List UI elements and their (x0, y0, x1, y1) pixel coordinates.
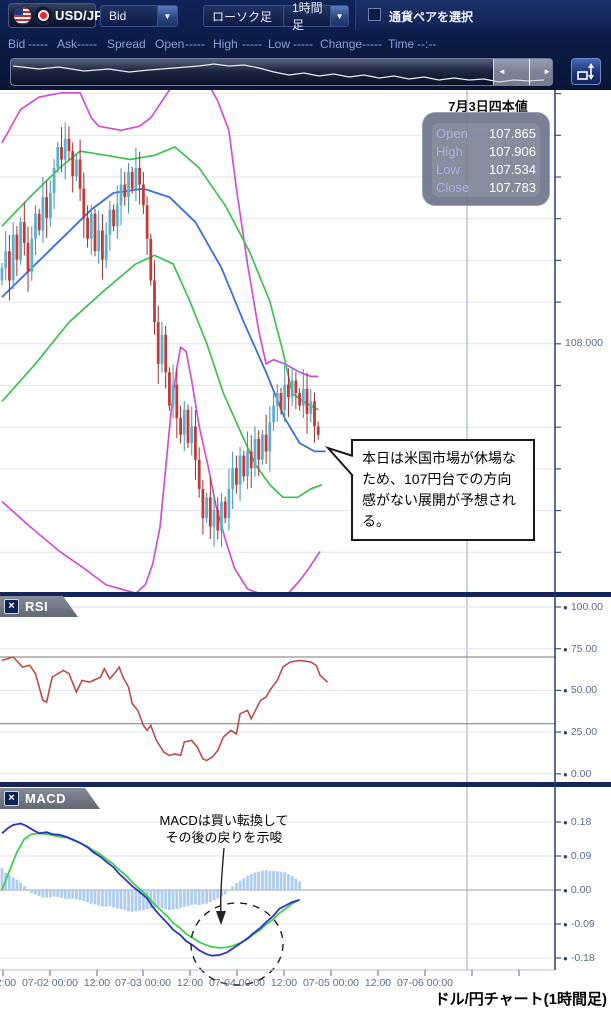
minimap-viewport-selector[interactable]: ◄ ► (493, 59, 552, 85)
quote-label-time: Time (388, 37, 415, 51)
rsi-axis-label: ● 100.00 (563, 601, 603, 613)
us-flag-icon (13, 6, 32, 25)
quote-value-bid: ----- (28, 37, 48, 51)
pair-select-checkbox[interactable] (368, 8, 381, 21)
macd-axis-label: ● -0.09 (563, 918, 595, 930)
macd-axis-label: ● 0.09 (563, 849, 592, 862)
macd-axis-label: ● 0.18 (563, 815, 592, 828)
resize-icon (577, 63, 594, 80)
macd-tab-label: MACD (25, 791, 66, 806)
rsi-axis-label: ● 0.00 (563, 767, 592, 780)
price-type-dropdown[interactable]: Bid ▼ (100, 5, 178, 27)
x-axis-label: 07-05 00:00 (302, 977, 360, 989)
quote-value-high: ----- (242, 37, 262, 51)
market-note-annotation: 本日は米国市場が休場な ため、107円台での方向 感がない展開が予想され る。 (351, 439, 535, 541)
macd-axis-label: ● -0.18 (563, 952, 595, 964)
close-icon[interactable]: × (4, 599, 19, 614)
toolbar: USD/JPY Bid ▼ ローソク足 ▼ 1時間足 ▼ 通貨ペアを選択 Bid… (0, 0, 611, 90)
ohlc-row-low: Low 107.534 (436, 162, 536, 177)
quote-value-time: --:-- (417, 37, 437, 51)
x-axis-label: 07-04 00:00 (208, 977, 266, 989)
x-axis-label: 07-02 00:00 (21, 977, 79, 989)
quote-label-low: Low (268, 37, 291, 51)
rsi-axis-label: ● 50.00 (563, 684, 598, 697)
minimap-panel[interactable]: ◄ ► (10, 58, 553, 86)
x-axis-label: 07-06 00:00 (396, 977, 454, 989)
quote-value-change: ----- (362, 37, 382, 51)
quote-label-open: Open (155, 37, 185, 51)
x-axis-label: 12:00 (0, 977, 17, 989)
resize-chart-button[interactable] (571, 58, 601, 85)
ohlc-row-close: Close 107.783 (436, 180, 536, 195)
chevron-down-icon[interactable]: ▼ (330, 6, 348, 26)
ohlc-box-title: 7月3日四本値 (448, 99, 528, 114)
rsi-axis-label: ● 25.00 (563, 726, 598, 739)
quote-value-ask: ----- (77, 37, 97, 51)
quote-label-bid: Bid (8, 37, 26, 51)
quote-value-low: ----- (293, 37, 313, 51)
pair-select-panel (355, 0, 611, 30)
quote-bar: Bid ----- Ask ----- Spread Open ----- High -----… (0, 30, 611, 56)
scroll-right-icon[interactable]: ► (543, 67, 551, 76)
x-axis-label: 07-03 00:00 (114, 977, 172, 989)
x-axis-label: 12:00 (176, 977, 204, 989)
ohlc-row-high: High 107.906 (436, 144, 536, 159)
macd-axis-label: ● 0.00 (563, 884, 592, 896)
quote-label-ask: Ask (57, 37, 78, 51)
price-axis-label: 108.000 (565, 337, 603, 349)
chevron-down-icon[interactable]: ▼ (157, 6, 177, 26)
jp-flag-icon (34, 6, 53, 25)
ohlc-row-open: Open 107.865 (436, 126, 536, 141)
pair-select-label: 通貨ペアを選択 (389, 10, 474, 24)
macd-tab: × MACD (0, 788, 100, 809)
macd-annotation: MACDは買い転換して その後の戻りを示唆 (159, 813, 289, 845)
rsi-tab-label: RSI (25, 599, 49, 614)
quote-label-high: High (213, 37, 238, 51)
rsi-tab: × RSI (0, 596, 78, 617)
quote-value-open: ----- (185, 37, 205, 51)
x-axis-label: 12:00 (83, 977, 111, 989)
ohlc-box: Open 107.865 High 107.906 Low 107.534 Close… (422, 112, 550, 206)
pair-label: USD/JPY (55, 8, 113, 23)
quote-label-change: Change (320, 37, 363, 51)
scroll-left-icon[interactable]: ◄ (498, 67, 506, 76)
chart-type-value: ローソク足 (212, 9, 273, 24)
rsi-axis-label: ● 75.00 (563, 642, 598, 655)
timeframe-dropdown[interactable]: 1時間足 ▼ (283, 1, 349, 32)
chart-caption: ドル/円チャート(1時間足) (434, 991, 607, 1008)
x-axis-label: 12:00 (270, 977, 298, 989)
x-axis-label: 12:00 (364, 977, 392, 989)
currency-pair-button[interactable]: USD/JPY (8, 3, 112, 28)
quote-label-spread: Spread (107, 37, 146, 51)
timeframe-value: 1時間足 (292, 1, 323, 32)
minimap-sparkline (12, 63, 545, 83)
minimap-divider (529, 59, 530, 85)
price-type-value: Bid (109, 9, 127, 23)
note-pointer (325, 445, 354, 477)
close-icon[interactable]: × (4, 791, 19, 806)
